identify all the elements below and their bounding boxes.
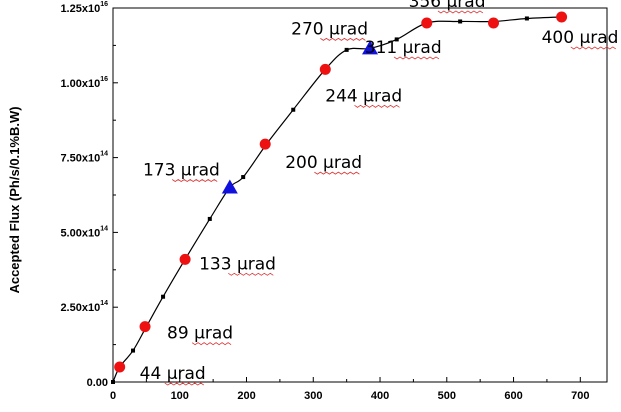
x-tick-label: 500 [438,390,456,402]
y-tick-label: 1.00x1016 [60,76,108,90]
data-point [241,175,246,180]
aperture-label: 89 µrad [167,324,233,344]
spellcheck-underline [320,37,366,41]
x-tick-label: 700 [571,390,589,402]
aperture-label: 400 µrad [542,28,619,48]
aperture-label: 44 µrad [140,364,206,384]
circle-marker [488,17,500,29]
spellcheck-underline [437,10,484,14]
spellcheck-underline [354,104,400,108]
triangle-marker [362,40,379,55]
x-tick-label: 600 [504,390,522,402]
y-axis-label: Accepted Flux (Ph/s/0.1%B.W) [7,106,22,293]
y-tick-label: 2.50x1014 [60,300,108,314]
circle-marker [114,361,126,373]
circle-marker [319,63,331,75]
y-tick-label: 7.50x1014 [60,151,108,165]
spellcheck-underline [228,272,274,276]
data-point [524,16,529,21]
aperture-labels: 44 µrad 89 µrad 133 µrad 173 µrad 200 µrad 24… [140,0,619,386]
data-point [131,348,136,353]
spellcheck-underline [164,382,205,386]
triangle-marker [221,179,238,194]
aperture-label: 133 µrad [199,254,276,274]
y-tick-label: 1.25x1016 [60,1,108,15]
data-point [344,47,349,52]
x-tick-label: 200 [237,390,255,402]
data-point [207,216,212,221]
spellcheck-underline [570,46,617,50]
circle-marker [556,11,568,23]
y-axis-ticks: 0.00 2.50x1014 5.00x1014 7.50x1014 1.00x1016… [60,1,118,389]
x-tick-label: 100 [171,390,189,402]
circle-marker [421,17,433,29]
aperture-label: 200 µrad [285,153,362,173]
circle-marker [259,138,271,150]
y-tick-label: 5.00x1014 [60,225,108,239]
x-tick-label: 0 [110,390,116,402]
spellcheck-underline [171,179,218,183]
x-axis-ticks: 0 100 200 300 400 500 600 700 [110,377,589,402]
aperture-label: 244 µrad [325,86,402,106]
aperture-markers [114,11,568,373]
aperture-label: 270 µrad [291,19,368,39]
spellcheck-underline [314,171,360,175]
x-tick-label: 300 [304,390,322,402]
aperture-label: 356 µrad [409,0,486,12]
x-tick-label: 400 [371,390,389,402]
aperture-label: 173 µrad [143,161,220,181]
data-point [291,107,296,112]
data-point [394,37,399,42]
spellcheck-underline [191,342,232,346]
data-point [458,19,463,24]
y-tick-label: 0.00 [87,377,108,389]
aperture-label: 311 µrad [365,38,442,58]
data-point [161,294,166,299]
spellcheck-underline [393,56,440,60]
data-point [111,380,115,384]
circle-marker [139,321,151,333]
circle-marker [179,253,191,265]
